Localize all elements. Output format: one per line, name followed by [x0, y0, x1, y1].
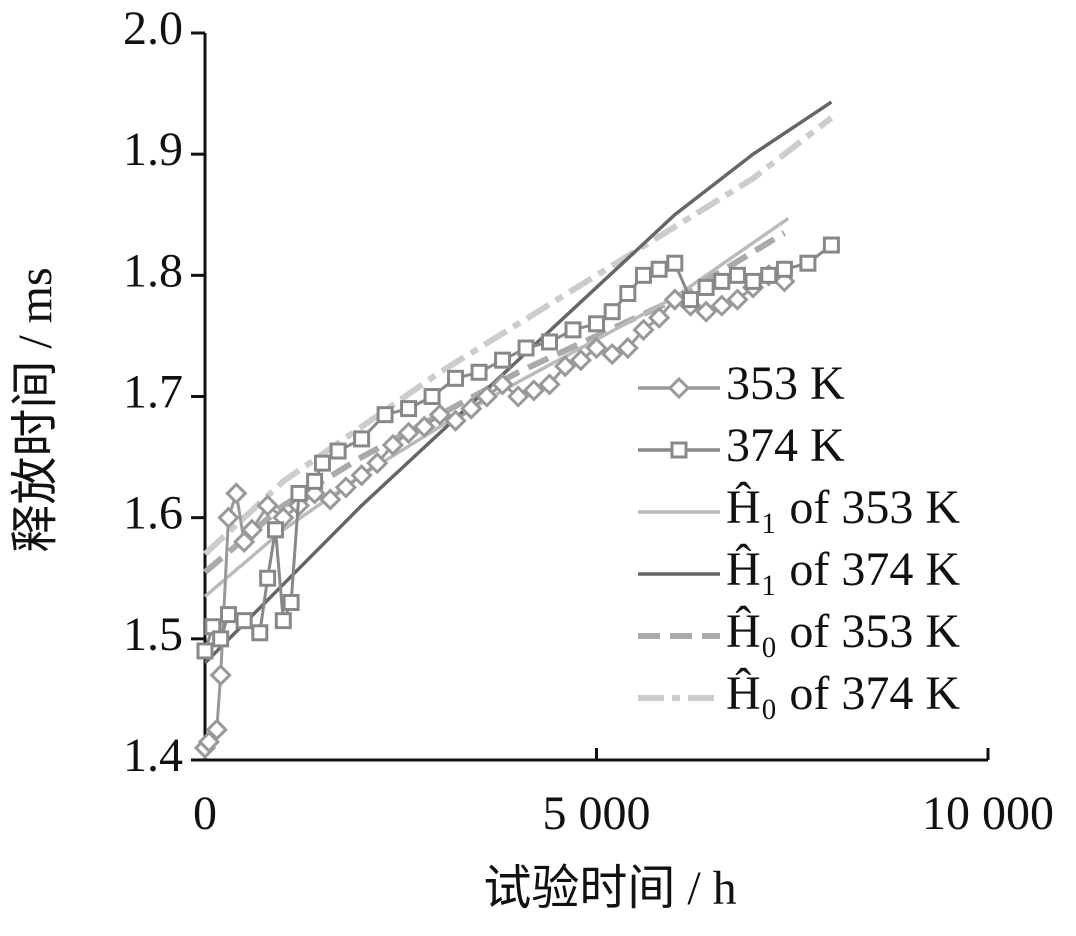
marker — [196, 642, 214, 660]
marker — [799, 254, 817, 272]
legend-label: Ĥ₀ of 353 K — [726, 605, 960, 658]
marker — [494, 351, 512, 369]
legend-label: Ĥ₀ of 374 K — [726, 667, 960, 720]
marker — [212, 630, 230, 648]
marker — [713, 272, 731, 290]
marker — [350, 464, 373, 487]
x-tick-label: 10 000 — [922, 787, 1054, 840]
marker — [400, 400, 418, 418]
marker — [726, 288, 749, 311]
marker — [588, 315, 605, 333]
marker — [603, 303, 621, 321]
marker — [507, 385, 530, 408]
marker — [235, 612, 253, 630]
marker — [663, 288, 686, 311]
marker — [569, 349, 592, 372]
marker — [491, 373, 514, 396]
marker — [303, 482, 326, 505]
series-line — [203, 216, 790, 598]
marker — [634, 266, 652, 284]
marker — [447, 369, 465, 387]
marker — [632, 318, 655, 341]
marker — [290, 484, 308, 502]
series-line — [202, 115, 834, 557]
series-line — [203, 230, 786, 575]
marker — [601, 342, 624, 366]
marker — [219, 606, 237, 624]
marker — [564, 321, 582, 339]
marker — [744, 272, 762, 290]
marker — [397, 421, 420, 444]
y-tick-label: 1.5 — [123, 608, 183, 661]
x-tick-label: 5 000 — [543, 787, 651, 840]
marker — [681, 291, 699, 309]
legend-label: Ĥ₁ of 353 K — [726, 481, 960, 534]
marker — [619, 285, 637, 303]
marker — [381, 433, 405, 457]
marker — [251, 624, 269, 642]
marker — [585, 336, 608, 360]
marker — [366, 452, 389, 475]
legend-label: Ĥ₁ of 374 K — [726, 543, 960, 596]
marker — [694, 300, 718, 323]
marker — [209, 664, 232, 687]
y-tick-label: 1.6 — [123, 487, 183, 540]
marker — [728, 266, 746, 284]
marker — [329, 442, 347, 460]
legend-label: 374 K — [726, 419, 845, 472]
marker — [353, 430, 371, 448]
y-tick-label: 1.4 — [123, 729, 183, 782]
x-tick-label: 0 — [193, 787, 217, 840]
marker — [775, 260, 793, 278]
marker — [697, 278, 715, 296]
marker — [423, 388, 441, 405]
x-axis-label: 试验时间 / h — [483, 862, 736, 915]
marker — [225, 482, 248, 505]
marker — [413, 415, 436, 438]
y-tick-label: 1.8 — [123, 244, 183, 297]
marker — [334, 476, 358, 499]
marker — [266, 521, 284, 539]
marker — [205, 718, 228, 741]
marker — [554, 355, 577, 378]
marker — [650, 260, 668, 278]
marker — [522, 379, 545, 402]
marker — [444, 409, 467, 432]
marker — [616, 336, 639, 360]
y-tick-label: 1.7 — [123, 366, 183, 419]
series-line — [203, 100, 833, 665]
marker — [319, 488, 342, 511]
marker — [217, 506, 240, 529]
marker — [282, 593, 300, 611]
marker — [710, 294, 733, 317]
y-tick-label: 2.0 — [123, 2, 183, 55]
marker — [822, 236, 840, 254]
y-axis-label: 释放时间 / ms — [9, 267, 62, 552]
marker — [760, 266, 778, 284]
marker — [428, 403, 452, 426]
marker — [666, 254, 684, 272]
marker — [517, 339, 535, 357]
marker — [274, 612, 292, 630]
marker — [475, 385, 499, 408]
marker — [376, 406, 394, 424]
marker — [306, 472, 324, 490]
marker — [240, 518, 264, 541]
marker — [256, 494, 279, 517]
marker — [667, 376, 691, 400]
marker — [648, 306, 671, 329]
marker — [670, 441, 688, 459]
y-tick-label: 1.9 — [123, 123, 183, 176]
marker — [259, 569, 277, 587]
marker — [541, 333, 559, 351]
legend-label: 353 K — [726, 357, 845, 410]
marker — [470, 363, 488, 381]
marker — [460, 397, 483, 420]
marker — [313, 454, 331, 472]
marker — [538, 373, 561, 396]
